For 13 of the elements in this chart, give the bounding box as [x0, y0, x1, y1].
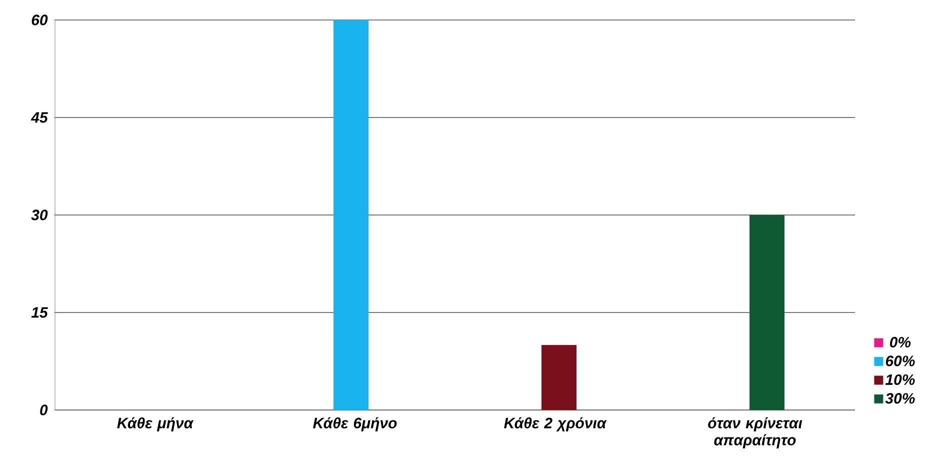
legend-label: 0% [890, 336, 911, 348]
y-tick-label: 15 [31, 307, 48, 318]
y-tick-label: 30 [31, 210, 48, 220]
y-tick-label: 60 [32, 14, 48, 26]
x-tick-label: Κάθε 2 χρόνια [504, 417, 607, 432]
legend-label: 60% [886, 356, 915, 366]
legend-label: 10% [885, 374, 915, 385]
y-tick-label: 45 [30, 112, 48, 123]
y-tick-label: 0 [40, 404, 48, 416]
x-tick-label: Κάθε 6μήνο [313, 417, 397, 432]
legend-label: 30% [885, 393, 915, 404]
x-tick-label: Κάθε μήνα [117, 417, 194, 432]
x-tick-label: όταν κρίνεται απαραίτητο [708, 417, 802, 448]
